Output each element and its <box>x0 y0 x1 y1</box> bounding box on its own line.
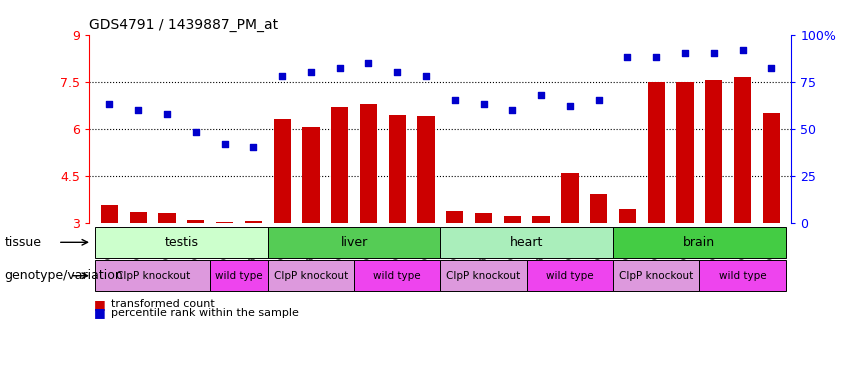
Point <box>736 46 750 53</box>
Text: ClpP knockout: ClpP knockout <box>447 271 521 281</box>
Point <box>247 144 260 151</box>
Bar <box>216 222 233 223</box>
Text: wild type: wild type <box>546 271 594 281</box>
Point <box>477 101 490 107</box>
Bar <box>95 227 268 258</box>
Bar <box>504 216 521 223</box>
Point <box>563 103 577 109</box>
Point <box>764 65 778 71</box>
Text: genotype/variation: genotype/variation <box>4 269 123 282</box>
Bar <box>562 172 579 223</box>
Bar <box>446 211 464 223</box>
Bar <box>613 227 785 258</box>
Point <box>505 107 519 113</box>
Point <box>362 60 375 66</box>
Point <box>620 54 634 60</box>
Point <box>218 141 231 147</box>
Point <box>333 65 346 71</box>
Point <box>391 69 404 75</box>
Point <box>420 73 433 79</box>
Bar <box>527 260 613 291</box>
Bar <box>389 114 406 223</box>
Bar <box>302 127 319 223</box>
Bar <box>613 260 700 291</box>
Bar <box>762 113 780 223</box>
Bar <box>129 212 147 223</box>
Bar <box>354 260 441 291</box>
Bar <box>417 116 435 223</box>
Bar <box>331 107 348 223</box>
Bar <box>475 214 492 223</box>
Bar <box>101 205 118 223</box>
Text: heart: heart <box>510 236 544 249</box>
Text: transformed count: transformed count <box>111 299 214 309</box>
Bar <box>95 260 210 291</box>
Text: ClpP knockout: ClpP knockout <box>116 271 190 281</box>
Bar <box>441 227 613 258</box>
Bar <box>187 220 204 223</box>
Text: wild type: wild type <box>374 271 421 281</box>
Bar <box>158 214 175 223</box>
Text: ■: ■ <box>94 298 106 311</box>
Bar <box>441 260 527 291</box>
Point <box>448 98 461 104</box>
Text: tissue: tissue <box>4 236 41 249</box>
Bar <box>268 260 354 291</box>
Bar <box>590 195 608 223</box>
Text: brain: brain <box>683 236 716 249</box>
Point <box>189 129 203 136</box>
Bar <box>360 104 377 223</box>
Point <box>649 54 663 60</box>
Bar <box>648 82 665 223</box>
Text: liver: liver <box>340 236 368 249</box>
Text: ClpP knockout: ClpP knockout <box>274 271 348 281</box>
Text: wild type: wild type <box>719 271 767 281</box>
Bar <box>245 221 262 223</box>
Bar <box>619 209 636 223</box>
Bar <box>273 119 291 223</box>
Bar <box>677 82 694 223</box>
Text: ClpP knockout: ClpP knockout <box>619 271 694 281</box>
Text: GDS4791 / 1439887_PM_at: GDS4791 / 1439887_PM_at <box>89 18 278 32</box>
Bar <box>533 217 550 223</box>
Text: ■: ■ <box>94 306 106 319</box>
Point <box>304 69 317 75</box>
Point <box>591 98 605 104</box>
Point <box>534 92 548 98</box>
Text: testis: testis <box>164 236 198 249</box>
Bar <box>705 80 722 223</box>
Text: wild type: wild type <box>215 271 263 281</box>
Bar <box>210 260 268 291</box>
Point <box>276 73 289 79</box>
Point <box>131 107 145 113</box>
Point <box>160 111 174 117</box>
Point <box>103 101 117 107</box>
Bar <box>700 260 785 291</box>
Point <box>707 50 721 56</box>
Bar <box>734 77 751 223</box>
Point <box>678 50 692 56</box>
Bar <box>268 227 441 258</box>
Text: percentile rank within the sample: percentile rank within the sample <box>111 308 299 318</box>
